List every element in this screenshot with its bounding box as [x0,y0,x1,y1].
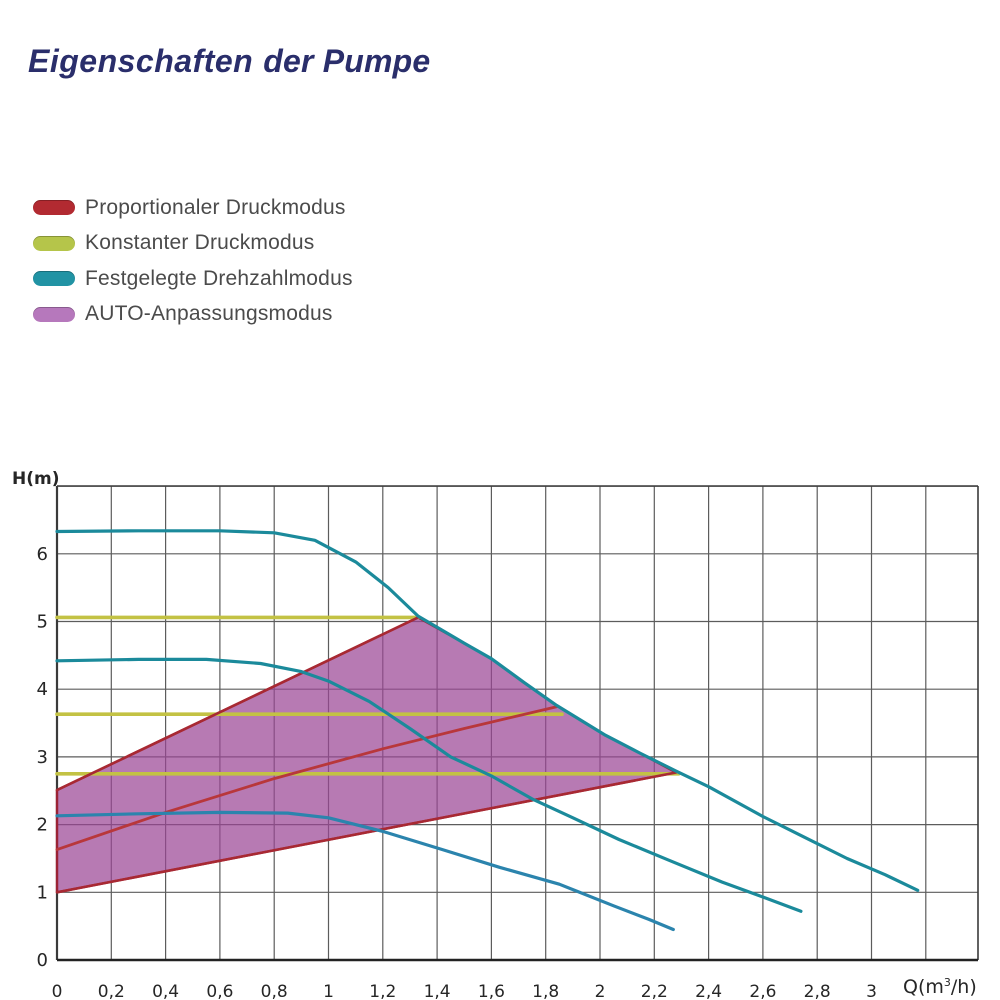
x-tick-label: 2,6 [749,982,776,1000]
y-tick-label: 5 [37,612,48,633]
x-tick-label: 1,4 [424,982,451,1000]
curve-proportionaler-druck-mittel [55,705,558,851]
y-axis-title: H(m) [12,469,59,489]
x-tick-label: 1,6 [478,982,505,1000]
curve-proportionaler-druck-max [55,616,420,792]
curve-drehzahl-i [55,810,675,932]
x-tick-label: 2,2 [641,982,668,1000]
y-tick-label: 6 [37,544,48,565]
x-tick-label: 0 [52,982,63,1000]
y-tick-label: 3 [37,747,48,768]
legend-row-fixed-speed: Festgelegte Drehzahlmodus [33,261,353,297]
x-tick-label: 0,2 [98,982,125,1000]
x-tick-label: 0,8 [261,982,288,1000]
y-tick-label: 2 [37,815,48,836]
x-tick-label: 3 [866,982,877,1000]
page-title-bold: der Pumpe [263,43,431,79]
legend-swatch-constant-pressure-icon [33,235,75,251]
x-tick-label: 2,8 [804,982,831,1000]
curve-proportionaler-druck-min [55,771,678,894]
x-tick-label: 2 [595,982,606,1000]
y-tick-label: 4 [37,679,48,700]
y-tick-label: 1 [37,882,48,903]
legend-swatch-auto-adapt-icon [33,306,75,322]
x-tick-label: 2,4 [695,982,722,1000]
legend-label-proportional-pressure: Proportionaler Druckmodus [85,195,346,219]
x-tick-label: 1,2 [369,982,396,1000]
legend-swatch-fixed-speed-icon [33,271,75,287]
legend-label-auto-adapt: AUTO-Anpassungsmodus [85,302,333,326]
curve-drehzahl-iii [55,529,920,892]
x-tick-label: 1 [323,982,334,1000]
legend-swatch-proportional-pressure-icon [33,200,75,216]
y-tick-label: 0 [37,950,48,971]
legend-row-auto-adapt: AUTO-Anpassungsmodus [33,297,353,333]
mode-legend: Proportionaler Druckmodus Konstanter Druc… [33,190,353,332]
x-tick-label: 0,6 [206,982,233,1000]
legend-label-fixed-speed: Festgelegte Drehzahlmodus [85,266,353,290]
page-title: Eigenschaften der Pumpe [28,43,431,79]
x-axis-title: Q(m3/h) [903,976,977,998]
curve-drehzahl-ii [55,657,803,913]
legend-label-constant-pressure: Konstanter Druckmodus [85,231,315,255]
page-title-light: Eigenschaften [28,43,254,79]
legend-row-constant-pressure: Konstanter Druckmodus [33,226,353,262]
legend-row-proportional-pressure: Proportionaler Druckmodus [33,190,353,226]
x-tick-label: 1,8 [532,982,559,1000]
x-tick-label: 0,4 [152,982,179,1000]
